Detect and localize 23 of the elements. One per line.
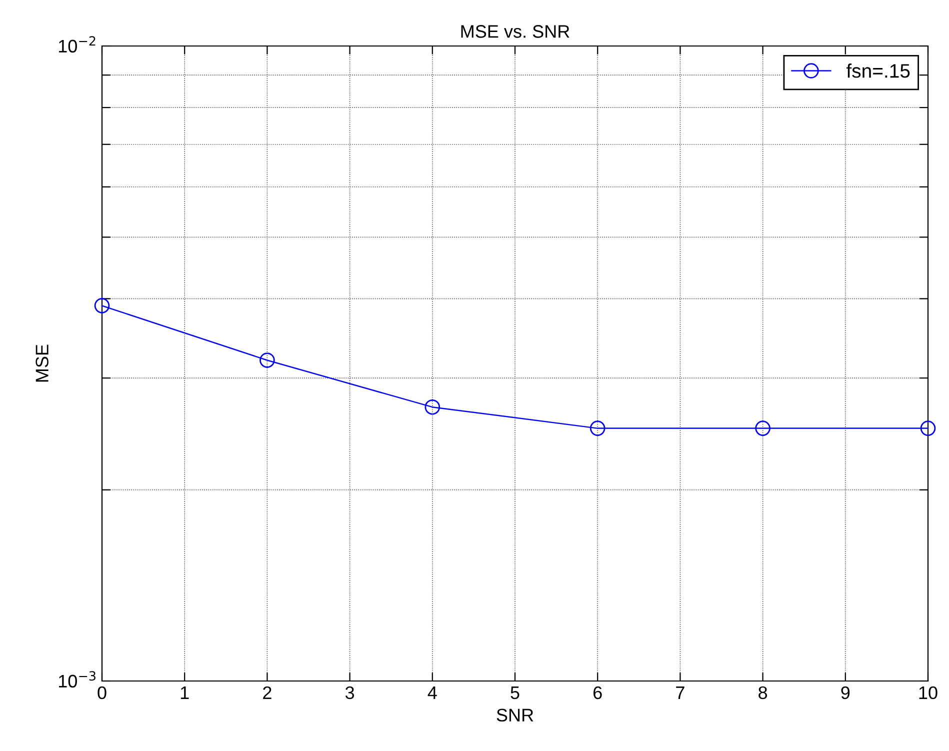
x-axis-title: SNR bbox=[496, 708, 534, 722]
legend-label: fsn=.15 bbox=[846, 64, 910, 78]
point bbox=[920, 420, 936, 436]
y-axis-title: MSE bbox=[36, 344, 48, 382]
x-tick-label: 3 bbox=[345, 686, 354, 700]
x-tick-label: 10 bbox=[919, 686, 938, 700]
point bbox=[755, 420, 770, 436]
y-tick-label: 10$^{−3}$ bbox=[58, 671, 96, 688]
point bbox=[260, 352, 275, 368]
x-tick-label: 2 bbox=[263, 686, 272, 699]
point bbox=[590, 420, 606, 436]
x-tick-label: 7 bbox=[676, 686, 684, 699]
x-tick-label: 9 bbox=[841, 686, 850, 700]
chart-title: MSE vs. SNR bbox=[461, 25, 570, 38]
x-tick-label: 4 bbox=[428, 686, 437, 699]
x-tick-label: 0 bbox=[98, 686, 106, 700]
x-tick-label: 5 bbox=[510, 686, 520, 700]
y-tick-label: 10$^{−2}$ bbox=[58, 36, 96, 53]
x-tick-label: 8 bbox=[758, 686, 768, 700]
point bbox=[94, 298, 110, 314]
point bbox=[424, 399, 440, 415]
x-tick-label: 1 bbox=[180, 686, 189, 699]
x-tick-label: 6 bbox=[593, 686, 602, 700]
